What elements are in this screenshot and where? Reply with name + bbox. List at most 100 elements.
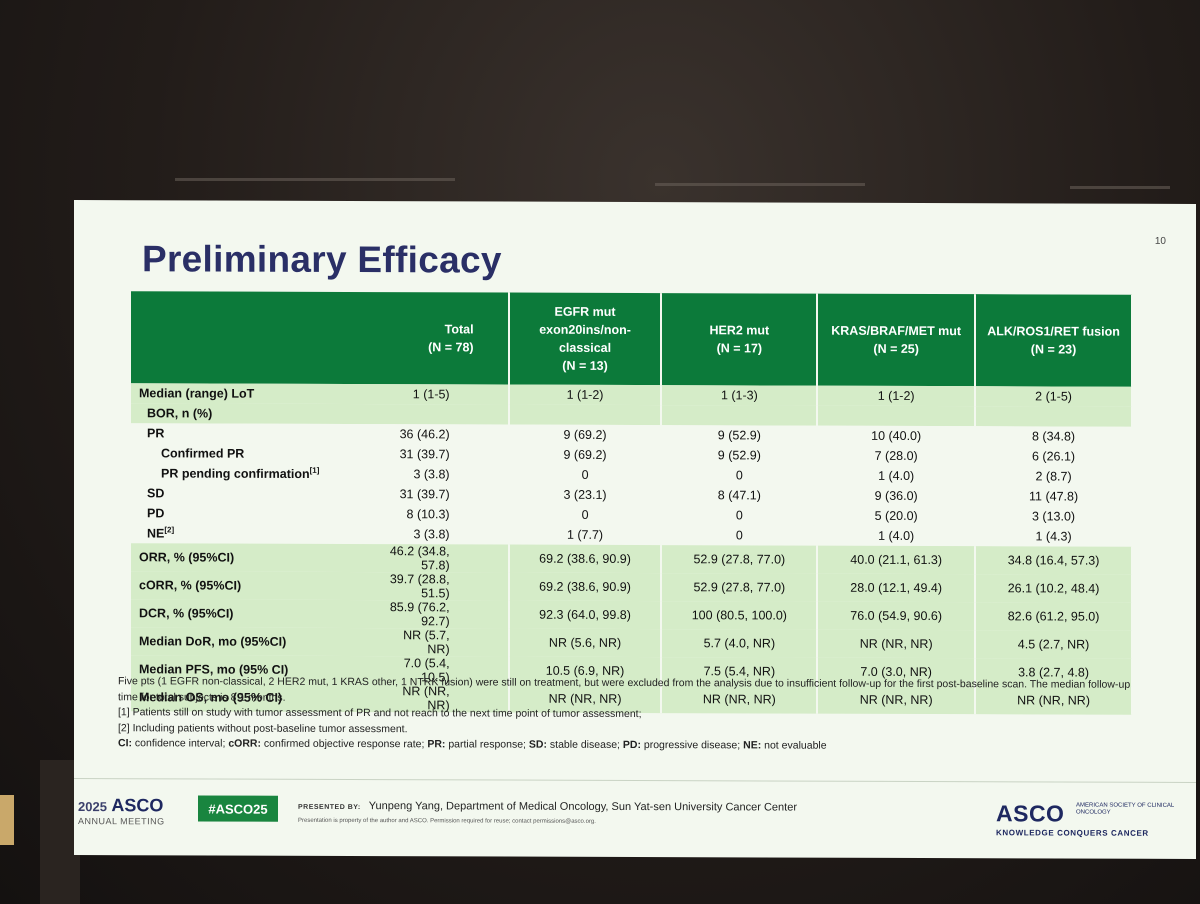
table-cell: 7 (28.0) <box>817 445 976 467</box>
table-cell: 9 (69.2) <box>508 424 662 446</box>
abbrev-term: PD: <box>622 738 641 752</box>
screen-frame-edge <box>40 760 80 904</box>
table-cell: 40.0 (21.1, 61.3) <box>817 545 976 575</box>
table-cell: NR (NR, NR) <box>817 629 976 659</box>
abbrev-definition: stable disease; <box>546 738 623 751</box>
table-cell: 1 (4.3) <box>975 526 1132 547</box>
abbrev-definition: confidence interval; <box>132 737 229 750</box>
table-cell: 5 (20.0) <box>817 505 976 527</box>
row-label: NE[2] <box>131 523 377 545</box>
ceiling-line <box>655 183 865 186</box>
abbrev-definition: not evaluable <box>761 739 827 752</box>
header-cell-blank <box>131 291 377 385</box>
abbrev-term: CI: <box>118 737 132 750</box>
presenter-name: Yunpeng Yang, Department of Medical Onco… <box>368 800 797 814</box>
table-cell: 6 (26.1) <box>975 446 1132 467</box>
header-cell-total: Total (N = 78) <box>376 292 509 385</box>
footnotes: Five pts (1 EGFR non-classical, 2 HER2 m… <box>118 674 1148 755</box>
table-cell: NR (5.7, NR) <box>376 628 509 657</box>
table-cell: 3 (3.8) <box>376 464 509 485</box>
table-row: cORR, % (95%CI) 39.7 (28.8, 51.5) 69.2 (38… <box>131 571 1132 603</box>
row-label: PR pending confirmation[1] <box>131 463 377 485</box>
table-cell: 2 (1-5) <box>975 386 1132 407</box>
table-cell: 34.8 (16.4, 57.3) <box>975 546 1132 575</box>
table-cell: 92.3 (64.0, 99.8) <box>508 600 662 630</box>
table-cell: 26.1 (10.2, 48.4) <box>975 574 1132 603</box>
table-cell: NR (5.6, NR) <box>508 628 662 658</box>
row-label: DCR, % (95%CI) <box>131 599 377 629</box>
table-cell: 8 (10.3) <box>376 504 509 525</box>
slide-footer: 2025 ASCO ANNUAL MEETING #ASCO25 PRESENT… <box>74 778 1196 859</box>
header-cell-her2: HER2 mut (N = 17) <box>661 293 818 386</box>
abbrev-term: cORR: <box>228 737 261 750</box>
table-row: ORR, % (95%CI) 46.2 (34.8, 57.8) 69.2 (38.… <box>131 543 1132 575</box>
table-cell: 1 (1-5) <box>376 384 509 405</box>
row-label: ORR, % (95%CI) <box>131 543 377 573</box>
table-cell: 31 (39.7) <box>376 484 509 505</box>
table-cell: 52.9 (27.8, 77.0) <box>661 573 818 602</box>
slide-number: 10 <box>1154 235 1166 247</box>
ceiling-line <box>1070 186 1170 189</box>
table-cell: 82.6 (61.2, 95.0) <box>975 602 1132 631</box>
abbrev-term: SD: <box>528 738 547 751</box>
row-label: Median DoR, mo (95%CI) <box>131 627 377 657</box>
table-cell: 9 (69.2) <box>508 444 662 466</box>
table-cell: 36 (46.2) <box>376 424 509 445</box>
table-cell: 52.9 (27.8, 77.0) <box>661 545 818 574</box>
table-cell: 9 (52.9) <box>661 445 818 466</box>
asco-tagline: KNOWLEDGE CONQUERS CANCER <box>996 828 1149 838</box>
table-cell: 3 (23.1) <box>508 484 662 506</box>
row-label: PD <box>131 503 377 525</box>
row-label: SD <box>131 483 377 505</box>
row-label: Median (range) LoT <box>131 383 377 405</box>
abbrev-term: PR: <box>427 738 446 751</box>
table-cell: 4.5 (2.7, NR) <box>975 630 1132 659</box>
presented-by-label: PRESENTED BY: <box>298 803 361 812</box>
table-cell: 31 (39.7) <box>376 444 509 465</box>
table-cell: 46.2 (34.8, 57.8) <box>376 544 509 573</box>
presentation-slide: 10 Preliminary Efficacy Total (N = 78) EG… <box>74 200 1196 859</box>
wall-tag <box>0 795 14 845</box>
hashtag-badge: #ASCO25 <box>198 795 278 822</box>
table-cell: 100 (80.5, 100.0) <box>661 601 818 630</box>
table-body: Median (range) LoT 1 (1-5) 1 (1-2) 1 (1-3) 1… <box>131 383 1132 715</box>
abbrev-definition: partial response; <box>445 738 529 751</box>
table-cell: 1 (4.0) <box>817 465 976 487</box>
table-cell: 85.9 (76.2, 92.7) <box>376 600 509 629</box>
table-cell: 1 (4.0) <box>817 525 976 547</box>
row-label: PR <box>131 423 377 445</box>
table-cell: 76.0 (54.9, 90.6) <box>817 601 976 631</box>
asco-annual-meeting-logo: 2025 ASCO ANNUAL MEETING <box>78 795 188 826</box>
row-label: cORR, % (95%CI) <box>131 571 377 601</box>
table-cell: 1 (1-3) <box>661 385 818 406</box>
meeting-year: 2025 <box>78 799 107 815</box>
table-cell <box>508 404 662 426</box>
row-label: Confirmed PR <box>131 443 377 465</box>
row-label: BOR, n (%) <box>131 403 377 425</box>
table-cell: 9 (52.9) <box>661 425 818 446</box>
table-cell: 11 (47.8) <box>975 486 1132 507</box>
table-cell: 69.2 (38.6, 90.9) <box>508 572 662 602</box>
table-cell: 3 (13.0) <box>975 506 1132 527</box>
table-row: DCR, % (95%CI) 85.9 (76.2, 92.7) 92.3 (64.… <box>131 599 1132 631</box>
asco-society-logo: ASCO AMERICAN SOCIETY OF CLINICAL ONCOLO… <box>996 800 1176 838</box>
table-cell: 8 (34.8) <box>975 426 1132 447</box>
table-cell: 0 <box>661 525 818 546</box>
table-row: Median DoR, mo (95%CI) NR (5.7, NR) NR (5.… <box>131 627 1132 659</box>
table-cell: 1 (1-2) <box>817 385 976 407</box>
efficacy-table: Total (N = 78) EGFR mut exon20ins/non-clas… <box>131 291 1133 715</box>
table-cell: 10 (40.0) <box>817 425 976 447</box>
table-cell: 1 (7.7) <box>508 524 662 546</box>
table-cell: 9 (36.0) <box>817 485 976 507</box>
table-cell: 0 <box>661 505 818 526</box>
table-cell: 69.2 (38.6, 90.9) <box>508 544 662 574</box>
table-cell <box>975 406 1132 427</box>
meeting-brand: ASCO <box>111 795 164 816</box>
permission-notice: Presentation is property of the author a… <box>298 817 596 825</box>
ceiling-line <box>175 178 455 181</box>
meeting-subtitle: ANNUAL MEETING <box>78 816 165 827</box>
abbrev-definition: confirmed objective response rate; <box>260 737 428 751</box>
abbreviations: CI: confidence interval; cORR: confirmed… <box>118 736 1148 755</box>
table-cell: 3 (3.8) <box>376 524 509 545</box>
header-cell-egfr: EGFR mut exon20ins/non-classical (N = 13) <box>508 292 662 386</box>
